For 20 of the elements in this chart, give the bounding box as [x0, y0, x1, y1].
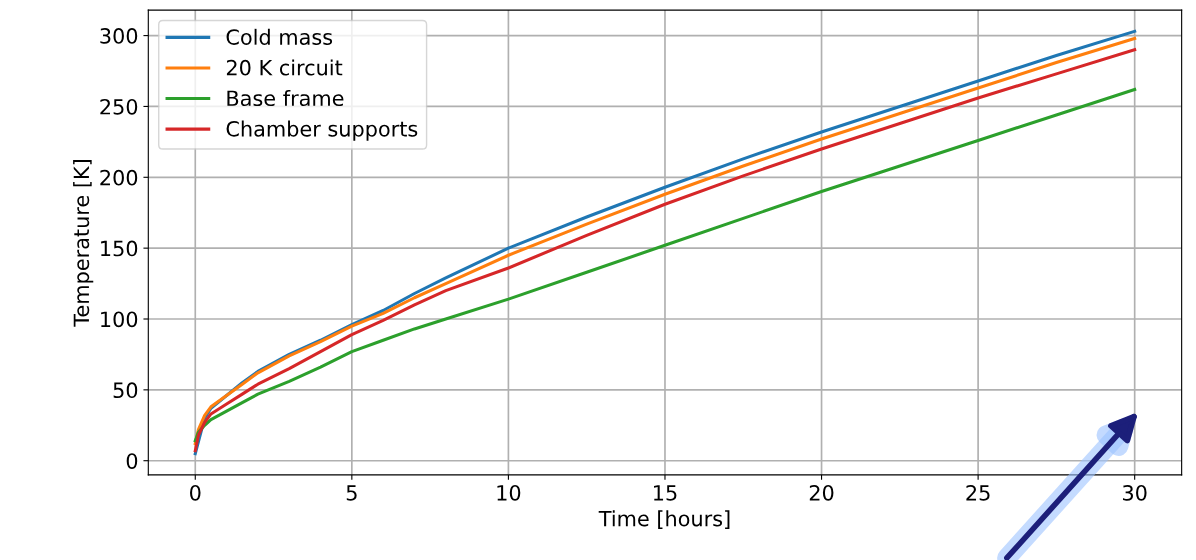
legend-label: 20 K circuit [226, 59, 343, 76]
y-tick-label: 200 [100, 169, 138, 186]
legend-label: Chamber supports [226, 120, 418, 141]
x-tick-label: 5 [346, 485, 357, 501]
x-tick-label: 0 [190, 484, 201, 501]
y-tick-label: 100 [101, 311, 138, 328]
legend-label: Cold mass [226, 28, 333, 45]
x-tick-label: 20 [809, 484, 834, 501]
y-tick-label: 300 [100, 28, 138, 44]
legend-label: Base frame [227, 89, 344, 107]
x-tick-label: 30 [1123, 484, 1147, 501]
x-tick-label: 10 [497, 484, 521, 501]
x-tick-label: 25 [966, 484, 990, 501]
x-tick-label: 15 [654, 485, 677, 501]
x-axis-title: Time [hours] [598, 510, 730, 529]
y-tick-label: 150 [101, 240, 138, 257]
y-tick-label: 250 [100, 98, 138, 115]
y-axis-title: Temperature [K] [73, 160, 94, 327]
y-tick-label: 0 [126, 453, 138, 469]
y-tick-label: 50 [113, 382, 138, 399]
